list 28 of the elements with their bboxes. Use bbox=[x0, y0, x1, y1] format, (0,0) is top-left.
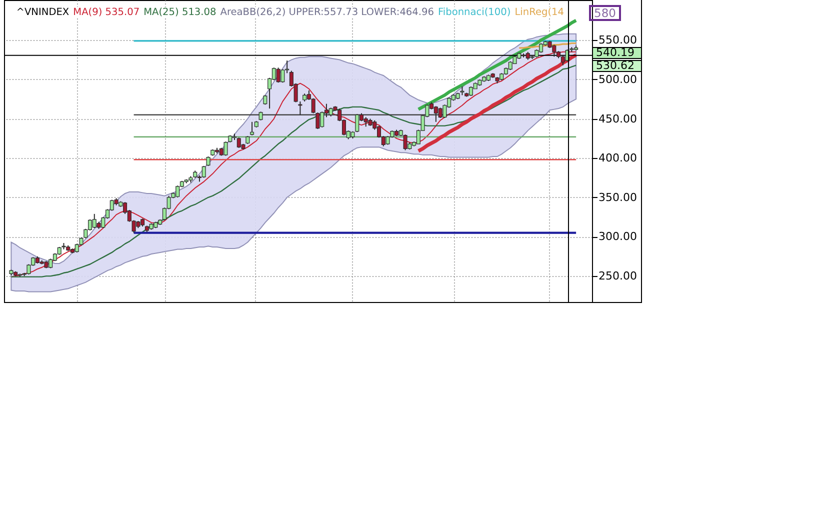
text: LinReg(14 bbox=[514, 7, 564, 18]
legend-label: 530.62 bbox=[596, 59, 634, 72]
line-series bbox=[416, 53, 578, 153]
price-label-frame: 540.19 bbox=[592, 47, 642, 60]
line-series bbox=[416, 18, 578, 111]
candlestick bbox=[438, 107, 442, 118]
candlestick bbox=[280, 68, 285, 84]
y-tick-label: 400.00 bbox=[598, 152, 637, 165]
y-tick-label: 450.00 bbox=[598, 112, 637, 126]
price-label-frame: 530.62 bbox=[592, 60, 642, 72]
text: MA(9) 535.07 bbox=[73, 7, 140, 18]
y-tick-label: 500.00 bbox=[598, 72, 637, 86]
candlestick bbox=[355, 114, 360, 133]
candlestick bbox=[206, 156, 210, 166]
y-tick-label: 300.00 bbox=[598, 230, 637, 244]
y-tick-label: 550.00 bbox=[598, 34, 637, 47]
candlestick bbox=[263, 94, 268, 106]
candlestick bbox=[403, 134, 408, 151]
label-frame: 580 bbox=[589, 5, 621, 21]
candlestick bbox=[276, 67, 280, 84]
text: ^VNINDEX bbox=[16, 7, 70, 18]
text: MA(25) 513.08 bbox=[144, 7, 216, 18]
candlestick bbox=[552, 44, 556, 58]
y-tick-label: 350.00 bbox=[598, 190, 637, 204]
annotation: AreaBB(26,2) UPPER:557.73 LOWER:464.96 bbox=[220, 7, 434, 18]
text: Fibonnaci(100) bbox=[438, 7, 511, 18]
candlestick bbox=[250, 121, 254, 136]
y-tick-label: 250.00 bbox=[598, 270, 637, 283]
